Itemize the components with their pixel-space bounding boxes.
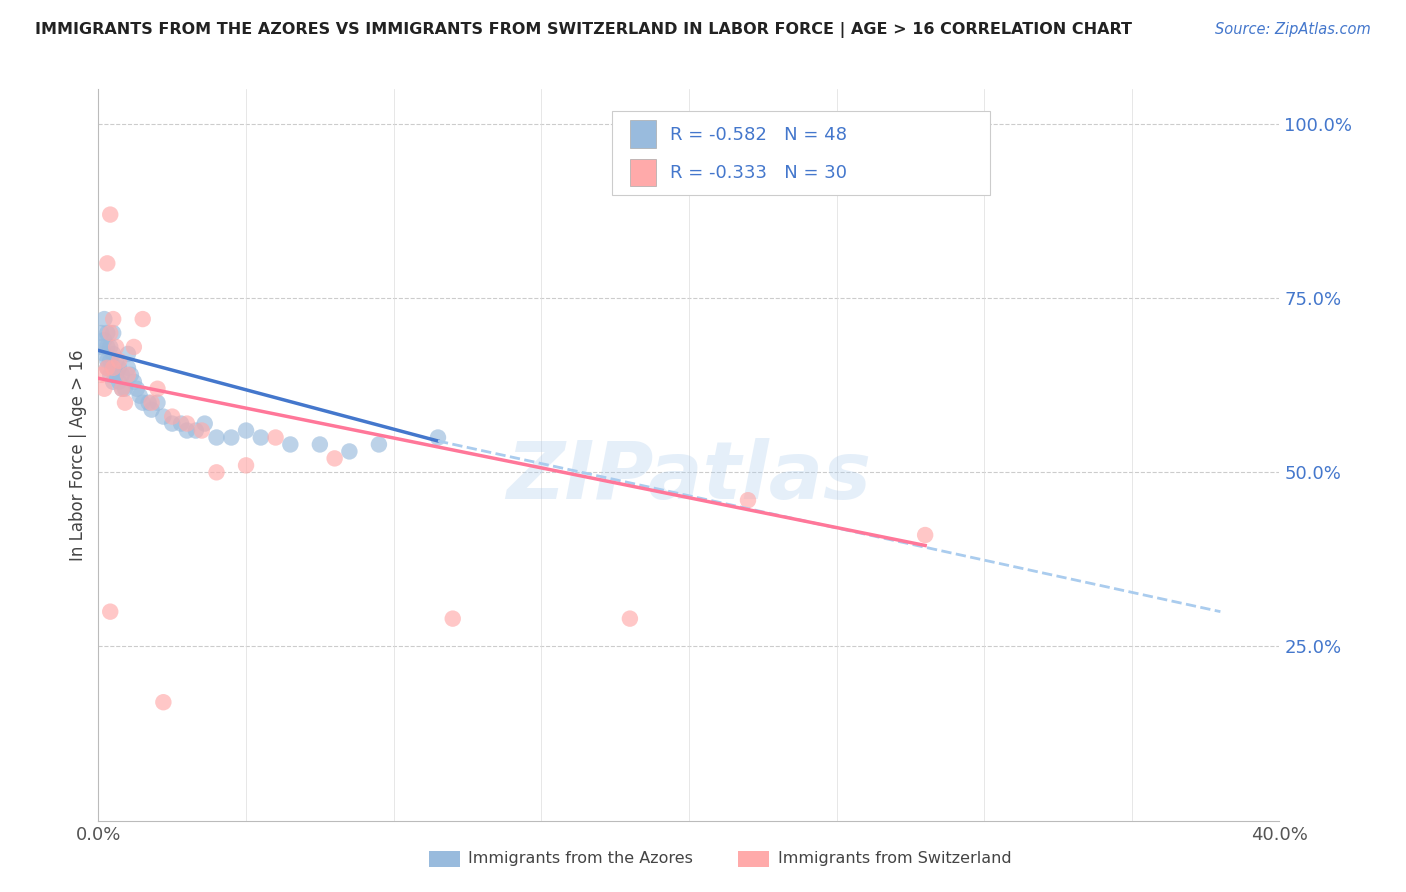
Text: IMMIGRANTS FROM THE AZORES VS IMMIGRANTS FROM SWITZERLAND IN LABOR FORCE | AGE >: IMMIGRANTS FROM THE AZORES VS IMMIGRANTS… (35, 22, 1132, 38)
FancyBboxPatch shape (630, 159, 655, 186)
Y-axis label: In Labor Force | Age > 16: In Labor Force | Age > 16 (69, 349, 87, 561)
Point (93, 347, 115, 361)
Point (125, 382, 148, 396)
Point (205, 466, 228, 480)
Point (914, 528, 936, 542)
Point (103, 360, 125, 375)
Point (737, 493, 759, 508)
Text: Immigrants from the Azores: Immigrants from the Azores (468, 852, 693, 866)
Point (96, 340, 118, 354)
Point (98, 326, 121, 340)
Point (309, 437, 332, 451)
Point (117, 347, 139, 361)
Point (103, 326, 125, 340)
Point (146, 382, 169, 396)
Point (138, 395, 160, 409)
FancyBboxPatch shape (630, 120, 655, 148)
Point (117, 360, 139, 375)
Point (96, 360, 118, 375)
Point (194, 417, 217, 431)
Point (280, 437, 302, 451)
Point (96, 354, 118, 368)
Text: Source: ZipAtlas.com: Source: ZipAtlas.com (1215, 22, 1371, 37)
Point (93, 312, 115, 326)
Point (205, 430, 228, 444)
Point (105, 354, 128, 368)
Point (141, 402, 163, 417)
Point (339, 444, 361, 458)
Point (114, 395, 136, 409)
Point (120, 368, 142, 382)
Point (122, 340, 145, 354)
Point (323, 451, 346, 466)
Point (103, 375, 125, 389)
Point (128, 389, 150, 403)
Point (122, 375, 145, 389)
Point (117, 368, 139, 382)
Point (90, 340, 112, 354)
Point (114, 382, 136, 396)
Point (96, 360, 118, 375)
Point (221, 430, 243, 444)
Point (250, 430, 273, 444)
Point (427, 430, 450, 444)
Point (152, 695, 174, 709)
Point (619, 612, 641, 626)
Point (170, 417, 193, 431)
FancyBboxPatch shape (612, 112, 990, 195)
Point (235, 458, 257, 473)
Text: R = -0.582   N = 48: R = -0.582 N = 48 (671, 126, 846, 144)
Point (184, 424, 207, 438)
Point (108, 354, 131, 368)
Point (98, 368, 121, 382)
Point (98, 354, 121, 368)
Point (152, 409, 174, 424)
Point (105, 340, 128, 354)
Point (103, 360, 125, 375)
Point (368, 437, 391, 451)
Point (141, 395, 163, 409)
Point (96, 326, 118, 340)
Point (176, 424, 198, 438)
Point (90, 368, 112, 382)
Text: R = -0.333   N = 30: R = -0.333 N = 30 (671, 164, 846, 182)
Point (96, 256, 118, 270)
Point (176, 417, 198, 431)
Point (111, 368, 134, 382)
Point (98, 340, 121, 354)
Point (441, 612, 464, 626)
Point (98, 605, 121, 619)
Point (98, 208, 121, 222)
Point (108, 375, 131, 389)
Text: Immigrants from Switzerland: Immigrants from Switzerland (778, 852, 1011, 866)
Point (132, 312, 155, 326)
Point (93, 382, 115, 396)
Point (235, 424, 257, 438)
Point (162, 417, 183, 431)
Point (111, 382, 134, 396)
Point (111, 382, 134, 396)
Point (103, 312, 125, 326)
Point (264, 430, 287, 444)
Point (191, 424, 214, 438)
Point (162, 409, 183, 424)
Point (132, 395, 155, 409)
Point (146, 395, 169, 409)
Point (108, 360, 131, 375)
Point (90, 326, 112, 340)
Text: ZIPatlas: ZIPatlas (506, 438, 872, 516)
Point (105, 368, 128, 382)
Point (93, 333, 115, 347)
Point (103, 347, 125, 361)
